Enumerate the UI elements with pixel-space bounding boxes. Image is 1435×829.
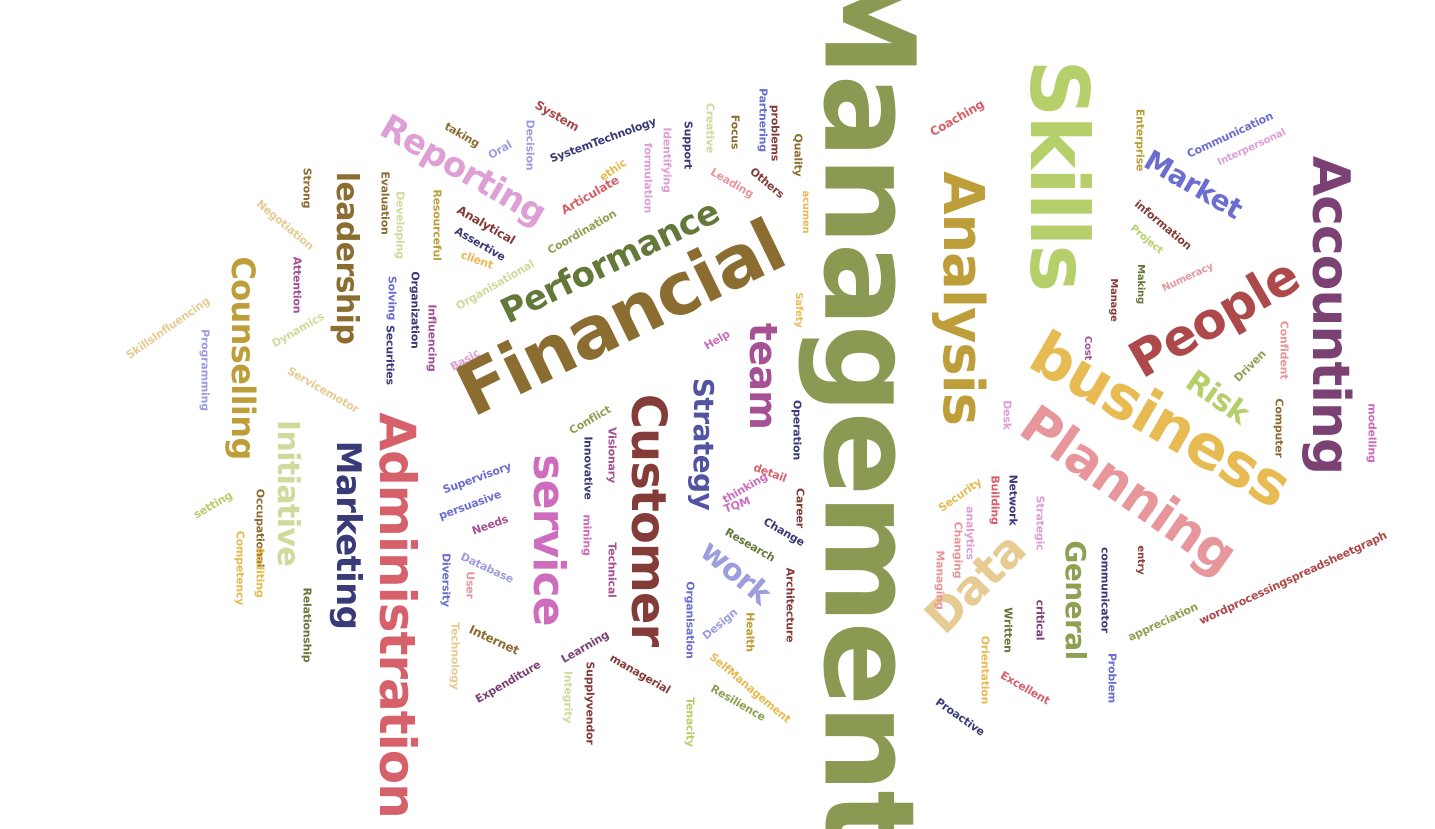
word-counselling: Counselling: [224, 256, 262, 460]
word-identifying: Identifying: [660, 127, 674, 193]
word-integrity: Integrity: [561, 670, 575, 724]
word-changing: Changing: [951, 521, 965, 579]
word-programming: Programming: [198, 329, 212, 411]
word-oral: Oral: [485, 138, 515, 162]
word-analysis: Analysis: [930, 171, 995, 425]
word-health: Health: [743, 612, 757, 652]
word-excellent: Excellent: [998, 668, 1052, 708]
word-strategic: Strategic: [1033, 495, 1047, 551]
word-strong: Strong: [300, 167, 314, 209]
word-initiative: Initiative: [270, 419, 305, 567]
word-building: Building: [988, 475, 1002, 525]
word-administration: Administration: [368, 412, 426, 818]
word-developing: Developing: [393, 191, 407, 259]
word-customer: Customer: [620, 393, 676, 647]
word-leadership: leadership: [329, 171, 364, 345]
word-marketing: Marketing: [328, 440, 368, 630]
word-problems: problems: [768, 104, 782, 162]
word-network: Network: [1006, 474, 1020, 526]
word-skills: Skills: [1012, 59, 1105, 291]
word-desk: Desk: [1000, 400, 1014, 430]
word-quality: Quality: [791, 133, 805, 177]
word-driven: Driven: [1231, 347, 1269, 385]
word-appreciation: appreciation: [1126, 600, 1200, 644]
word-internet: Internet: [466, 622, 522, 658]
word-computer: Computer: [1272, 398, 1286, 458]
word-design: Design: [700, 605, 740, 643]
word-manage: Manage: [1108, 278, 1119, 322]
word-diversity: Diversity: [439, 553, 453, 607]
word-visionary: Visionary: [605, 427, 619, 483]
word-communicator: communicator: [1098, 547, 1112, 633]
word-securities: Securities: [383, 325, 397, 385]
word-making: Making: [1135, 264, 1146, 304]
word-managerial: managerial: [607, 651, 673, 697]
word-focus: Focus: [728, 114, 742, 150]
word-analytics: analytics: [963, 506, 977, 560]
word-system: System: [532, 97, 582, 135]
word-learning: Learning: [558, 628, 612, 666]
word-architecture: Architecture: [783, 567, 797, 643]
word-user: User: [463, 571, 477, 599]
word-needs: Needs: [470, 512, 510, 538]
word-dynamics: Dynamics: [269, 309, 327, 351]
word-evaluation: Evaluation: [378, 171, 392, 235]
word-accounting: Accounting: [1300, 155, 1360, 475]
word-orientation: Orientation: [978, 635, 992, 705]
word-service: service: [523, 454, 574, 626]
word-information: information: [1131, 197, 1195, 253]
word-partnering: Partnering: [756, 88, 770, 152]
word-team: team: [741, 322, 785, 430]
word-technical: Technical: [605, 542, 619, 598]
word-safety: Safety: [793, 292, 804, 328]
word-auditing: Auditing: [253, 546, 267, 598]
word-formulation: formulation: [641, 142, 655, 214]
word-others: Others: [747, 164, 787, 202]
word-strategy: Strategy: [687, 377, 720, 511]
word-modelling: modelling: [1365, 403, 1379, 463]
word-technology: Technology: [448, 622, 462, 690]
word-problem: Problem: [1105, 652, 1119, 704]
word-creative: Creative: [703, 102, 717, 154]
word-organisation: Organisation: [683, 581, 697, 659]
word-influencing: Influencing: [425, 304, 439, 372]
word-written: Written: [1001, 607, 1015, 653]
word-expenditure: Expenditure: [473, 658, 543, 706]
word-general: General: [1059, 540, 1092, 660]
word-competency: Competency: [233, 530, 247, 606]
word-cost: Cost: [1082, 335, 1093, 361]
word-confident: Confident: [1277, 320, 1291, 380]
word-servicemotor: Servicemotor: [284, 364, 362, 416]
word-entry: entry: [1135, 545, 1146, 575]
word-supervisory: Supervisory: [441, 459, 513, 497]
word-help: Help: [701, 327, 733, 353]
word-acumen: acumen: [800, 190, 811, 234]
word-supplyvendor: Supplyvendor: [583, 661, 597, 745]
word-leading: Leading: [708, 165, 756, 201]
word-resourceful: Resourceful: [430, 189, 444, 261]
word-relationship: Relationship: [300, 587, 314, 663]
word-setting: setting: [191, 488, 235, 522]
word-mining: mining: [580, 514, 594, 556]
word-operation: Operation: [790, 400, 804, 460]
word-solving: Solving: [385, 275, 399, 321]
word-innovative: Innovative: [581, 436, 595, 500]
word-career: Career: [793, 488, 807, 528]
word-managing: Managing: [933, 550, 947, 610]
word-support: Support: [681, 120, 695, 170]
word-critical: critical: [1033, 599, 1047, 641]
word-organization: Organization: [408, 271, 422, 349]
word-management: Management: [795, 0, 941, 829]
word-tenacity: Tenacity: [683, 697, 697, 747]
word-decision: Decision: [523, 119, 537, 171]
word-attention: Attention: [290, 256, 304, 314]
word-enterprise: Enterprise: [1133, 108, 1147, 172]
